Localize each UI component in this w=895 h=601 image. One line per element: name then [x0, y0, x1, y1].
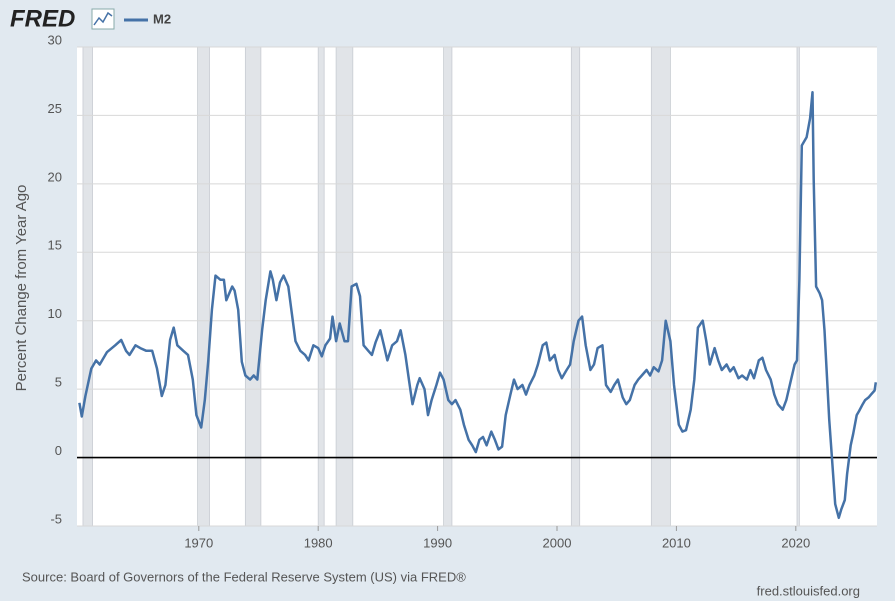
- recession-band: [317, 46, 325, 527]
- y-tick-label: 0: [55, 443, 62, 458]
- x-tick-label: 1990: [423, 535, 452, 550]
- logo[interactable]: FRED: [10, 5, 75, 32]
- y-tick-label: -5: [50, 511, 62, 526]
- recession-band: [570, 46, 581, 527]
- legend-label: M2: [153, 11, 171, 26]
- x-tick-label: 2010: [662, 535, 691, 550]
- site-link[interactable]: fred.stlouisfed.org: [757, 583, 860, 598]
- x-tick-label: 1980: [304, 535, 333, 550]
- recession-band: [650, 46, 671, 527]
- recession-band: [197, 46, 210, 527]
- x-tick-label: 2000: [543, 535, 572, 550]
- plot-area: [77, 47, 877, 526]
- recession-band: [82, 46, 93, 527]
- x-tick-label: 2020: [781, 535, 810, 550]
- y-tick-label: 20: [48, 169, 62, 184]
- y-tick-label: 10: [48, 306, 62, 321]
- logo-icon: [91, 8, 115, 30]
- source: Source: Board of Governors of the Federa…: [22, 569, 466, 584]
- recession-band: [335, 46, 354, 527]
- y-tick-label: 15: [48, 238, 62, 253]
- y-tick-label: 25: [48, 101, 62, 116]
- y-tick-label: 5: [55, 375, 62, 390]
- series-line: [78, 90, 878, 520]
- x-tick-label: 1970: [184, 535, 213, 550]
- recession-band: [244, 46, 262, 527]
- y-tick-label: 30: [48, 32, 62, 47]
- y-axis-title: Percent Change from Year Ago: [13, 185, 30, 392]
- recession-band: [443, 46, 453, 527]
